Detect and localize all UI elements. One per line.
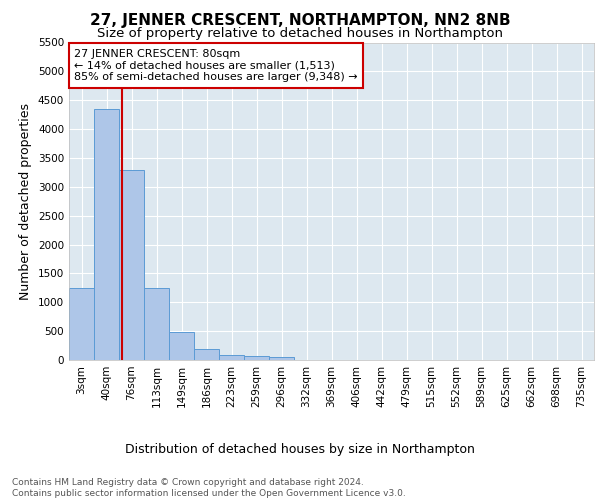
Bar: [94, 109, 119, 360]
Bar: [194, 349, 219, 360]
Bar: [219, 355, 244, 360]
Bar: [244, 356, 269, 360]
Y-axis label: Number of detached properties: Number of detached properties: [19, 103, 32, 300]
Text: 27 JENNER CRESCENT: 80sqm
← 14% of detached houses are smaller (1,513)
85% of se: 27 JENNER CRESCENT: 80sqm ← 14% of detac…: [74, 49, 358, 82]
Bar: [144, 288, 169, 360]
Text: Distribution of detached houses by size in Northampton: Distribution of detached houses by size …: [125, 442, 475, 456]
Bar: [169, 332, 194, 360]
Bar: [119, 170, 144, 360]
Bar: [69, 288, 94, 360]
Text: 27, JENNER CRESCENT, NORTHAMPTON, NN2 8NB: 27, JENNER CRESCENT, NORTHAMPTON, NN2 8N…: [89, 12, 511, 28]
Text: Contains HM Land Registry data © Crown copyright and database right 2024.
Contai: Contains HM Land Registry data © Crown c…: [12, 478, 406, 498]
Bar: [269, 357, 294, 360]
Text: Size of property relative to detached houses in Northampton: Size of property relative to detached ho…: [97, 28, 503, 40]
